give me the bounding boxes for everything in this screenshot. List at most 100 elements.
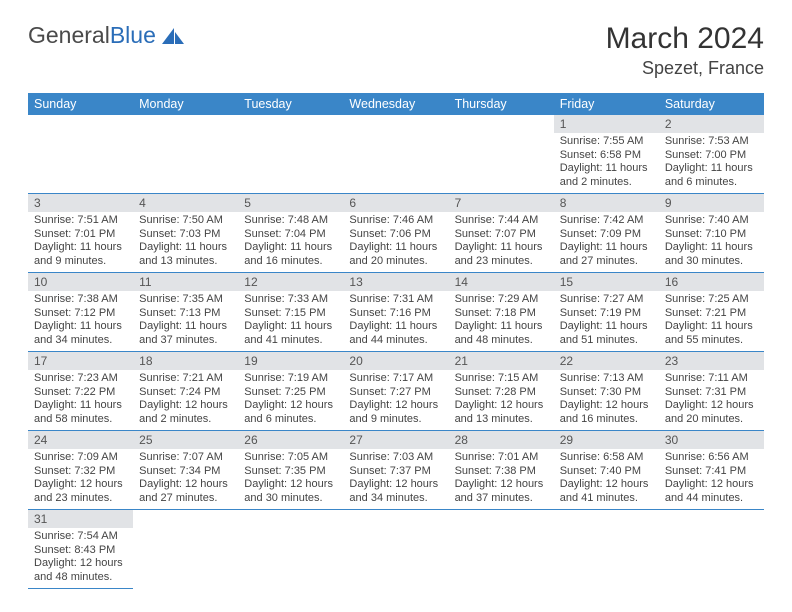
day-details: Sunrise: 7:35 AMSunset: 7:13 PMDaylight:… (133, 291, 238, 351)
calendar-cell-empty (449, 510, 554, 589)
logo-text-blue: Blue (110, 22, 156, 49)
weekday-header: Sunday (28, 93, 133, 115)
day-number: 20 (343, 352, 448, 370)
day-details: Sunrise: 7:50 AMSunset: 7:03 PMDaylight:… (133, 212, 238, 272)
day-number: 11 (133, 273, 238, 291)
day-details: Sunrise: 7:46 AMSunset: 7:06 PMDaylight:… (343, 212, 448, 272)
day-details: Sunrise: 7:07 AMSunset: 7:34 PMDaylight:… (133, 449, 238, 509)
calendar-table: SundayMondayTuesdayWednesdayThursdayFrid… (28, 93, 764, 589)
title-block: March 2024 Spezet, France (606, 22, 764, 79)
calendar-cell: 23Sunrise: 7:11 AMSunset: 7:31 PMDayligh… (659, 352, 764, 431)
day-details: Sunrise: 7:29 AMSunset: 7:18 PMDaylight:… (449, 291, 554, 351)
day-details: Sunrise: 7:23 AMSunset: 7:22 PMDaylight:… (28, 370, 133, 430)
day-number: 25 (133, 431, 238, 449)
calendar-cell: 7Sunrise: 7:44 AMSunset: 7:07 PMDaylight… (449, 194, 554, 273)
logo-text-gray: General (28, 22, 110, 49)
calendar-cell: 11Sunrise: 7:35 AMSunset: 7:13 PMDayligh… (133, 273, 238, 352)
day-details: Sunrise: 6:58 AMSunset: 7:40 PMDaylight:… (554, 449, 659, 509)
day-details: Sunrise: 7:42 AMSunset: 7:09 PMDaylight:… (554, 212, 659, 272)
weekday-header: Monday (133, 93, 238, 115)
calendar-cell-empty (343, 510, 448, 589)
day-details: Sunrise: 7:27 AMSunset: 7:19 PMDaylight:… (554, 291, 659, 351)
day-details: Sunrise: 7:44 AMSunset: 7:07 PMDaylight:… (449, 212, 554, 272)
calendar-cell: 2Sunrise: 7:53 AMSunset: 7:00 PMDaylight… (659, 115, 764, 194)
day-details: Sunrise: 6:56 AMSunset: 7:41 PMDaylight:… (659, 449, 764, 509)
day-number: 24 (28, 431, 133, 449)
calendar-cell: 18Sunrise: 7:21 AMSunset: 7:24 PMDayligh… (133, 352, 238, 431)
day-number: 28 (449, 431, 554, 449)
calendar-week-row: 3Sunrise: 7:51 AMSunset: 7:01 PMDaylight… (28, 194, 764, 273)
day-details: Sunrise: 7:13 AMSunset: 7:30 PMDaylight:… (554, 370, 659, 430)
day-details: Sunrise: 7:21 AMSunset: 7:24 PMDaylight:… (133, 370, 238, 430)
calendar-cell: 17Sunrise: 7:23 AMSunset: 7:22 PMDayligh… (28, 352, 133, 431)
day-details: Sunrise: 7:38 AMSunset: 7:12 PMDaylight:… (28, 291, 133, 351)
calendar-cell: 26Sunrise: 7:05 AMSunset: 7:35 PMDayligh… (238, 431, 343, 510)
calendar-cell-empty (133, 115, 238, 194)
day-number: 1 (554, 115, 659, 133)
calendar-cell-empty (28, 115, 133, 194)
day-number: 4 (133, 194, 238, 212)
calendar-cell: 28Sunrise: 7:01 AMSunset: 7:38 PMDayligh… (449, 431, 554, 510)
day-number: 18 (133, 352, 238, 370)
day-number: 21 (449, 352, 554, 370)
calendar-cell: 29Sunrise: 6:58 AMSunset: 7:40 PMDayligh… (554, 431, 659, 510)
day-number: 29 (554, 431, 659, 449)
weekday-header-row: SundayMondayTuesdayWednesdayThursdayFrid… (28, 93, 764, 115)
day-details: Sunrise: 7:03 AMSunset: 7:37 PMDaylight:… (343, 449, 448, 509)
calendar-cell: 3Sunrise: 7:51 AMSunset: 7:01 PMDaylight… (28, 194, 133, 273)
calendar-cell-empty (343, 115, 448, 194)
weekday-header: Tuesday (238, 93, 343, 115)
weekday-header: Wednesday (343, 93, 448, 115)
calendar-cell-empty (133, 510, 238, 589)
weekday-header: Saturday (659, 93, 764, 115)
weekday-header: Thursday (449, 93, 554, 115)
day-number: 27 (343, 431, 448, 449)
calendar-cell: 31Sunrise: 7:54 AMSunset: 8:43 PMDayligh… (28, 510, 133, 589)
calendar-week-row: 31Sunrise: 7:54 AMSunset: 8:43 PMDayligh… (28, 510, 764, 589)
calendar-week-row: 24Sunrise: 7:09 AMSunset: 7:32 PMDayligh… (28, 431, 764, 510)
day-number: 12 (238, 273, 343, 291)
day-details: Sunrise: 7:25 AMSunset: 7:21 PMDaylight:… (659, 291, 764, 351)
calendar-cell: 30Sunrise: 6:56 AMSunset: 7:41 PMDayligh… (659, 431, 764, 510)
calendar-cell: 1Sunrise: 7:55 AMSunset: 6:58 PMDaylight… (554, 115, 659, 194)
month-title: March 2024 (606, 22, 764, 56)
day-details: Sunrise: 7:31 AMSunset: 7:16 PMDaylight:… (343, 291, 448, 351)
calendar-week-row: 17Sunrise: 7:23 AMSunset: 7:22 PMDayligh… (28, 352, 764, 431)
day-details: Sunrise: 7:48 AMSunset: 7:04 PMDaylight:… (238, 212, 343, 272)
day-details: Sunrise: 7:15 AMSunset: 7:28 PMDaylight:… (449, 370, 554, 430)
day-number: 16 (659, 273, 764, 291)
day-details: Sunrise: 7:53 AMSunset: 7:00 PMDaylight:… (659, 133, 764, 193)
day-details: Sunrise: 7:11 AMSunset: 7:31 PMDaylight:… (659, 370, 764, 430)
day-details: Sunrise: 7:09 AMSunset: 7:32 PMDaylight:… (28, 449, 133, 509)
calendar-cell: 6Sunrise: 7:46 AMSunset: 7:06 PMDaylight… (343, 194, 448, 273)
calendar-cell: 22Sunrise: 7:13 AMSunset: 7:30 PMDayligh… (554, 352, 659, 431)
calendar-cell: 25Sunrise: 7:07 AMSunset: 7:34 PMDayligh… (133, 431, 238, 510)
day-number: 30 (659, 431, 764, 449)
calendar-cell-empty (238, 510, 343, 589)
day-number: 19 (238, 352, 343, 370)
day-number: 7 (449, 194, 554, 212)
calendar-cell: 20Sunrise: 7:17 AMSunset: 7:27 PMDayligh… (343, 352, 448, 431)
day-number: 15 (554, 273, 659, 291)
calendar-cell: 8Sunrise: 7:42 AMSunset: 7:09 PMDaylight… (554, 194, 659, 273)
calendar-week-row: 1Sunrise: 7:55 AMSunset: 6:58 PMDaylight… (28, 115, 764, 194)
calendar-cell: 5Sunrise: 7:48 AMSunset: 7:04 PMDaylight… (238, 194, 343, 273)
day-number: 9 (659, 194, 764, 212)
day-number: 13 (343, 273, 448, 291)
day-number: 6 (343, 194, 448, 212)
day-number: 2 (659, 115, 764, 133)
calendar-cell: 19Sunrise: 7:19 AMSunset: 7:25 PMDayligh… (238, 352, 343, 431)
calendar-cell-empty (659, 510, 764, 589)
calendar-cell: 13Sunrise: 7:31 AMSunset: 7:16 PMDayligh… (343, 273, 448, 352)
day-number: 8 (554, 194, 659, 212)
weekday-header: Friday (554, 93, 659, 115)
day-details: Sunrise: 7:33 AMSunset: 7:15 PMDaylight:… (238, 291, 343, 351)
calendar-cell-empty (554, 510, 659, 589)
calendar-cell: 4Sunrise: 7:50 AMSunset: 7:03 PMDaylight… (133, 194, 238, 273)
day-number: 17 (28, 352, 133, 370)
header: GeneralBlue March 2024 Spezet, France (28, 22, 764, 79)
day-number: 23 (659, 352, 764, 370)
day-number: 31 (28, 510, 133, 528)
calendar-cell: 10Sunrise: 7:38 AMSunset: 7:12 PMDayligh… (28, 273, 133, 352)
calendar-cell: 12Sunrise: 7:33 AMSunset: 7:15 PMDayligh… (238, 273, 343, 352)
